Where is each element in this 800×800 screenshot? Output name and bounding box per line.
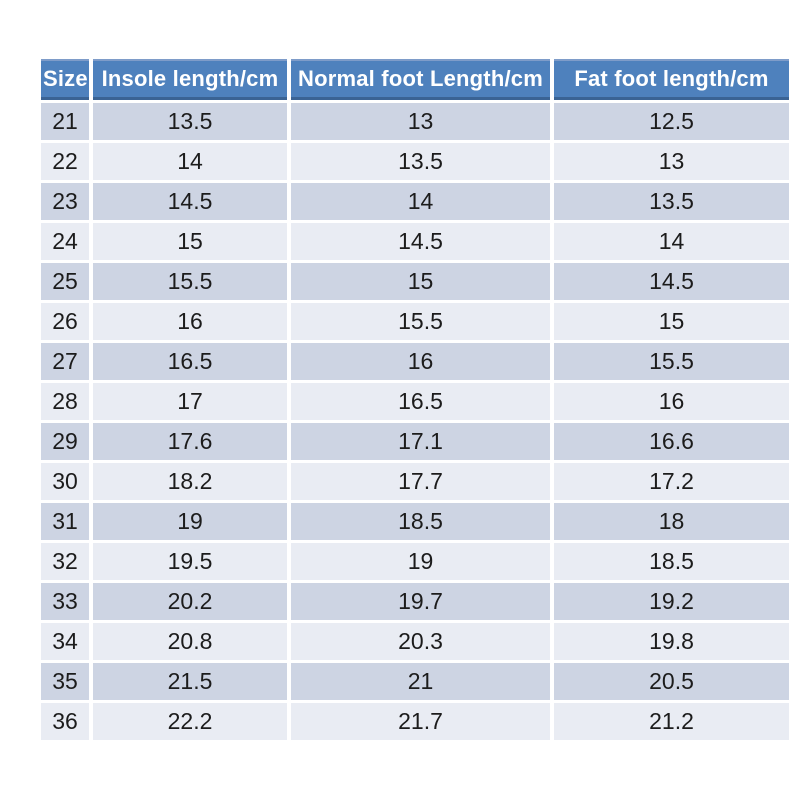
table-cell: 15.5 [93, 263, 287, 300]
table-cell: 13 [554, 143, 789, 180]
size-cell: 29 [41, 423, 89, 460]
table-row: 32 19.5 19 18.5 [41, 543, 789, 580]
table-cell: 18.2 [93, 463, 287, 500]
table-row: 31 19 18.5 18 [41, 503, 789, 540]
table-cell: 16 [554, 383, 789, 420]
table-cell: 17.2 [554, 463, 789, 500]
table-cell: 17.7 [291, 463, 550, 500]
table-cell: 21.7 [291, 703, 550, 740]
table-cell: 19 [93, 503, 287, 540]
table-cell: 19.7 [291, 583, 550, 620]
size-cell: 35 [41, 663, 89, 700]
table-row: 24 15 14.5 14 [41, 223, 789, 260]
size-cell: 22 [41, 143, 89, 180]
table-cell: 15 [93, 223, 287, 260]
table-row: 28 17 16.5 16 [41, 383, 789, 420]
table-cell: 20.8 [93, 623, 287, 660]
table-cell: 14.5 [291, 223, 550, 260]
table-cell: 15 [554, 303, 789, 340]
table-cell: 18 [554, 503, 789, 540]
size-cell: 34 [41, 623, 89, 660]
table-cell: 17 [93, 383, 287, 420]
table-body: 21 13.5 13 12.5 22 14 13.5 13 23 14.5 14 13.5 24 15 14… [41, 103, 789, 740]
table-row: 29 17.6 17.1 16.6 [41, 423, 789, 460]
table-cell: 22.2 [93, 703, 287, 740]
table-cell: 16 [291, 343, 550, 380]
table-cell: 16.5 [291, 383, 550, 420]
table-cell: 14 [93, 143, 287, 180]
table-cell: 20.2 [93, 583, 287, 620]
table-row: 35 21.5 21 20.5 [41, 663, 789, 700]
column-header-normal-foot-length: Normal foot Length/cm [291, 59, 550, 100]
table-cell: 19.2 [554, 583, 789, 620]
table-row: 36 22.2 21.7 21.2 [41, 703, 789, 740]
table-row: 26 16 15.5 15 [41, 303, 789, 340]
table-row: 34 20.8 20.3 19.8 [41, 623, 789, 660]
size-cell: 21 [41, 103, 89, 140]
size-cell: 26 [41, 303, 89, 340]
table-cell: 14.5 [554, 263, 789, 300]
table-row: 27 16.5 16 15.5 [41, 343, 789, 380]
table-row: 33 20.2 19.7 19.2 [41, 583, 789, 620]
table-cell: 20.3 [291, 623, 550, 660]
size-chart-table: Size Insole length/cm Normal foot Length/c… [37, 56, 793, 743]
size-cell: 31 [41, 503, 89, 540]
table-cell: 15.5 [291, 303, 550, 340]
table-cell: 18.5 [554, 543, 789, 580]
column-header-insole-length: Insole length/cm [93, 59, 287, 100]
table-header: Size Insole length/cm Normal foot Length/c… [41, 59, 789, 100]
size-cell: 36 [41, 703, 89, 740]
table-cell: 12.5 [554, 103, 789, 140]
table-cell: 13 [291, 103, 550, 140]
size-cell: 30 [41, 463, 89, 500]
size-cell: 24 [41, 223, 89, 260]
table-row: 23 14.5 14 13.5 [41, 183, 789, 220]
table-cell: 13.5 [93, 103, 287, 140]
column-header-fat-foot-length: Fat foot length/cm [554, 59, 789, 100]
table-cell: 20.5 [554, 663, 789, 700]
size-cell: 27 [41, 343, 89, 380]
table-cell: 17.6 [93, 423, 287, 460]
table-cell: 21.2 [554, 703, 789, 740]
table-cell: 13.5 [554, 183, 789, 220]
table-cell: 14.5 [93, 183, 287, 220]
table-cell: 15 [291, 263, 550, 300]
size-cell: 28 [41, 383, 89, 420]
table-cell: 14 [291, 183, 550, 220]
table-cell: 19.8 [554, 623, 789, 660]
table-row: 22 14 13.5 13 [41, 143, 789, 180]
table-cell: 16 [93, 303, 287, 340]
header-row: Size Insole length/cm Normal foot Length/c… [41, 59, 789, 100]
column-header-size: Size [41, 59, 89, 100]
table-cell: 13.5 [291, 143, 550, 180]
size-cell: 33 [41, 583, 89, 620]
table-cell: 17.1 [291, 423, 550, 460]
table-cell: 19 [291, 543, 550, 580]
size-cell: 25 [41, 263, 89, 300]
table-row: 21 13.5 13 12.5 [41, 103, 789, 140]
table-cell: 21.5 [93, 663, 287, 700]
size-cell: 23 [41, 183, 89, 220]
table-cell: 18.5 [291, 503, 550, 540]
size-chart-container: Size Insole length/cm Normal foot Length/c… [37, 56, 789, 743]
table-cell: 16.6 [554, 423, 789, 460]
table-cell: 16.5 [93, 343, 287, 380]
size-cell: 32 [41, 543, 89, 580]
table-row: 25 15.5 15 14.5 [41, 263, 789, 300]
table-row: 30 18.2 17.7 17.2 [41, 463, 789, 500]
table-cell: 21 [291, 663, 550, 700]
table-cell: 19.5 [93, 543, 287, 580]
table-cell: 15.5 [554, 343, 789, 380]
table-cell: 14 [554, 223, 789, 260]
